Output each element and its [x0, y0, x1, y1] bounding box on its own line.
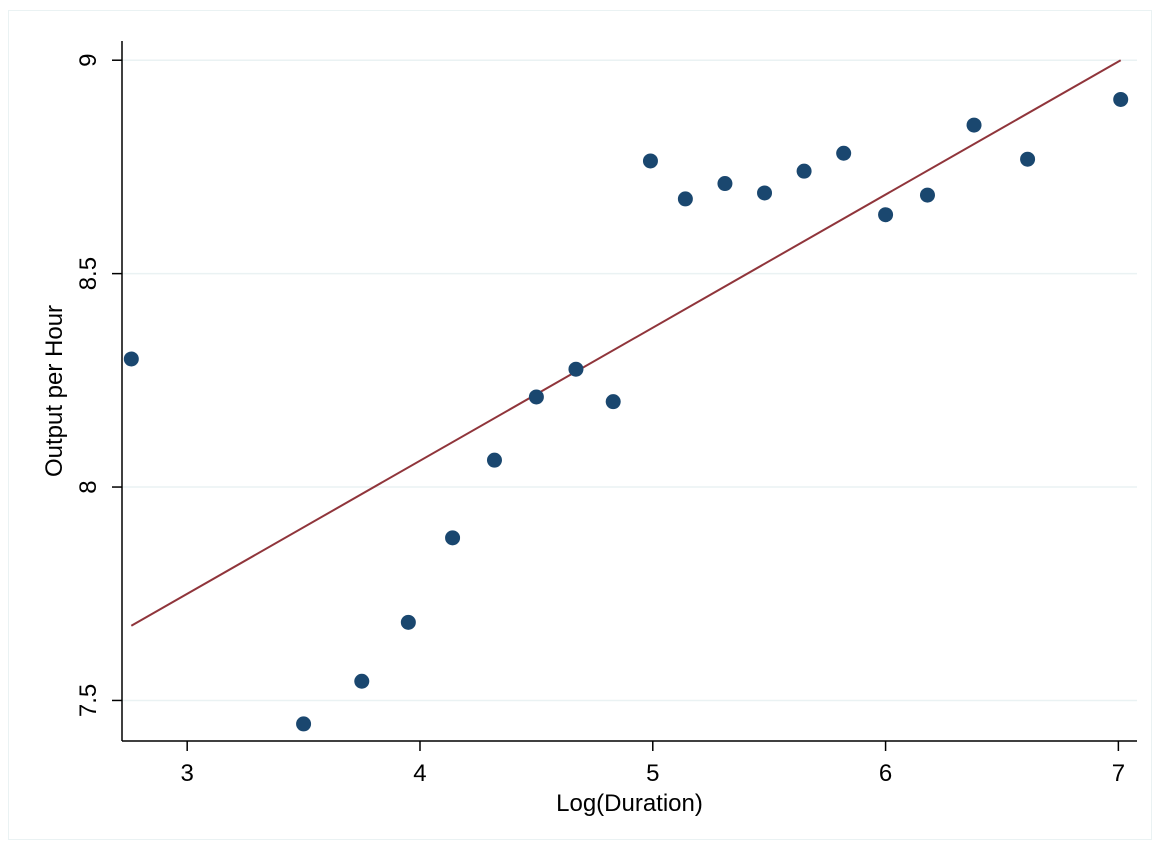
scatter-point — [836, 145, 852, 161]
grid-lines — [122, 59, 1137, 702]
scatter-point — [1020, 151, 1036, 167]
scatter-point — [445, 530, 461, 546]
x-tick-label: 3 — [181, 760, 194, 787]
scatter-point — [717, 176, 733, 192]
y-tick-label: 9 — [75, 54, 102, 67]
y-axis-ticks: 7.5 8 8.5 9 — [75, 54, 122, 717]
fit-line — [130, 59, 1122, 627]
x-tick-label: 7 — [1112, 760, 1125, 787]
scatter-point — [878, 207, 894, 223]
scatter-point — [796, 163, 812, 179]
scatter-point — [919, 187, 935, 203]
y-axis-title: Output per Hour — [41, 305, 68, 477]
x-tick-label: 6 — [879, 760, 892, 787]
scatter-point — [123, 351, 139, 367]
scatter-point — [642, 153, 658, 169]
scatter-point — [1113, 91, 1129, 107]
scatter-point — [568, 361, 584, 377]
scatter-point — [677, 191, 693, 207]
scatter-point — [605, 394, 621, 410]
chart-frame — [8, 10, 1152, 840]
scatter-point — [528, 389, 544, 405]
scatter-point — [486, 452, 502, 468]
y-tick-label: 8 — [75, 480, 102, 493]
scatter-point — [400, 614, 416, 630]
x-axis-title: Log(Duration) — [556, 790, 703, 817]
scatter-point — [757, 185, 773, 201]
scatter-point — [966, 117, 982, 133]
y-tick-label: 7.5 — [75, 684, 102, 717]
scatter-point — [296, 716, 312, 732]
x-tick-label: 4 — [413, 760, 426, 787]
scatter-point — [354, 673, 370, 689]
x-axis-ticks: 3 4 5 6 7 — [181, 741, 1125, 787]
x-tick-label: 5 — [646, 760, 659, 787]
plot-series — [123, 59, 1129, 732]
y-tick-label: 8.5 — [75, 257, 102, 290]
